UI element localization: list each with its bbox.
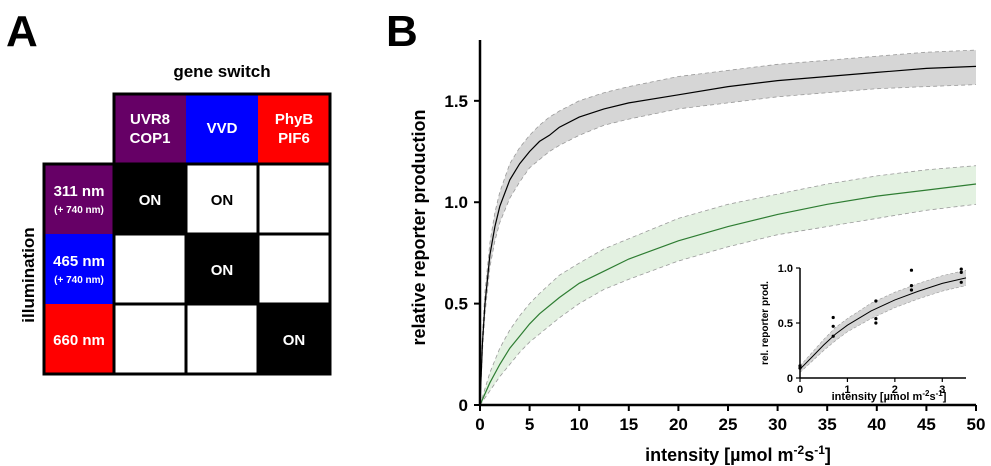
illumination-header-465nm [44, 234, 114, 304]
matrix-cell [256, 232, 332, 306]
illumination-label-line2: (+ 740 nm) [54, 205, 104, 216]
inset-data-point [831, 324, 835, 328]
x-tick-label: 0 [475, 415, 484, 434]
switch-header-uvr8-cop1 [114, 94, 186, 164]
row-header-illumination: illumination [19, 227, 38, 322]
series-line [479, 65, 977, 406]
inset-data-point [874, 299, 878, 303]
inset-band-lower-edge [799, 285, 967, 373]
illumination-header-660nm [44, 304, 114, 374]
inset-y-tick-label: 1.0 [778, 263, 793, 275]
on-label: ON [283, 332, 306, 349]
inset-x-axis-label: intensity [µmol m-2s-1] [832, 389, 947, 404]
matrix-border [112, 162, 332, 376]
column-header-gene-switch: gene switch [173, 62, 270, 81]
inset-data-point [959, 267, 963, 271]
switch-label-line1: VVD [207, 120, 238, 137]
y-tick-label: 1.5 [444, 92, 468, 111]
switch-header-cell: PhyB PIF6 [258, 94, 330, 164]
inset-data-point [959, 270, 963, 274]
inset-x-tick-label: 3 [939, 384, 945, 396]
illumination-header-cell: 465 nm (+ 740 nm) [44, 234, 114, 304]
inset-y-tick-label: 0.5 [778, 318, 793, 330]
band-upper-edge [479, 49, 977, 406]
x-tick-label: 30 [768, 415, 787, 434]
illumination-label-line1: 311 nm [54, 183, 105, 200]
panel-letter-a: A [6, 7, 38, 56]
x-tick-label: 10 [570, 415, 589, 434]
inset-x-tick-label: 0 [797, 384, 803, 396]
on-label: ON [211, 192, 234, 209]
inset-data-point [909, 288, 914, 292]
inset-fit-line [799, 277, 967, 370]
illumination-label-line2: (+ 740 nm) [54, 275, 104, 286]
inset-band-upper-edge [799, 269, 967, 367]
matrix-cell [112, 232, 188, 306]
matrix-cell [184, 302, 260, 376]
band-upper-edge [479, 165, 977, 406]
switch-label-line2: COP1 [130, 130, 171, 147]
switch-activation-matrix: ON ON ON ON [112, 162, 332, 376]
matrix-cell [256, 302, 332, 376]
switch-header-phyb-pif6 [258, 94, 330, 164]
x-tick-label: 20 [669, 415, 688, 434]
panel-letter-b: B [386, 7, 418, 56]
illumination-header-311nm [44, 164, 114, 234]
series-line [479, 183, 977, 406]
switch-label-line1: UVR8 [130, 111, 170, 128]
inset-data-point [959, 280, 963, 284]
y-tick-label: 0.5 [444, 295, 468, 314]
on-label: ON [211, 262, 234, 279]
panel-a: A gene switch illumination UVR8 COP1 VVD… [6, 7, 332, 376]
x-tick-label: 45 [917, 415, 936, 434]
illumination-header-cell: 660 nm [44, 304, 114, 374]
x-tick-label: 25 [719, 415, 738, 434]
inset-data-point [831, 334, 835, 338]
switch-header-cell: UVR8 COP1 [114, 94, 186, 164]
illumination-header-cell: 311 nm (+ 740 nm) [44, 164, 114, 234]
switch-header-cell: VVD [186, 94, 258, 164]
confidence-band [480, 50, 976, 405]
x-tick-label: 40 [867, 415, 886, 434]
y-tick-label: 1.0 [444, 193, 468, 212]
inset-data-point [874, 321, 878, 325]
y-tick-label: 0 [459, 396, 468, 415]
band-lower-edge [479, 84, 977, 406]
matrix-cell [256, 162, 332, 236]
on-label: ON [139, 192, 162, 209]
y-axis-label: relative reporter production [409, 109, 429, 345]
x-tick-label: 50 [967, 415, 986, 434]
inset-x-tick-label: 2 [892, 384, 898, 396]
switch-header-vvd [186, 94, 258, 164]
inset-chart: 0 1 2 3 0 0.5 1.0 rel. reporter prod. intensity … [738, 252, 968, 403]
switch-label-line2: PIF6 [278, 130, 310, 147]
illumination-label-line1: 660 nm [53, 332, 105, 349]
x-tick-label: 35 [818, 415, 837, 434]
inset-data-point [831, 315, 835, 320]
x-axis-label: intensity [µmol m-2s-1] [645, 443, 831, 465]
matrix-cell [112, 302, 188, 376]
inset-data-point [909, 268, 914, 272]
inset-confidence-band [800, 270, 966, 373]
inset-x-tick-label: 1 [844, 384, 850, 396]
x-tick-label: 5 [525, 415, 534, 434]
inset-y-tick-label: 0 [787, 373, 793, 385]
x-tick-label: 15 [619, 415, 638, 434]
panel-b: B 0 5 10 15 20 25 30 35 40 45 5000.51.01.5relative… [386, 7, 985, 465]
inset-data-point [874, 317, 878, 321]
inset-y-axis-label: rel. reporter prod. [760, 281, 771, 365]
switch-label-line1: PhyB [275, 111, 314, 128]
illumination-label-line1: 465 nm [53, 253, 105, 270]
band-lower-edge [479, 203, 977, 406]
matrix-cell [112, 162, 188, 236]
inset-data-point [909, 284, 914, 288]
